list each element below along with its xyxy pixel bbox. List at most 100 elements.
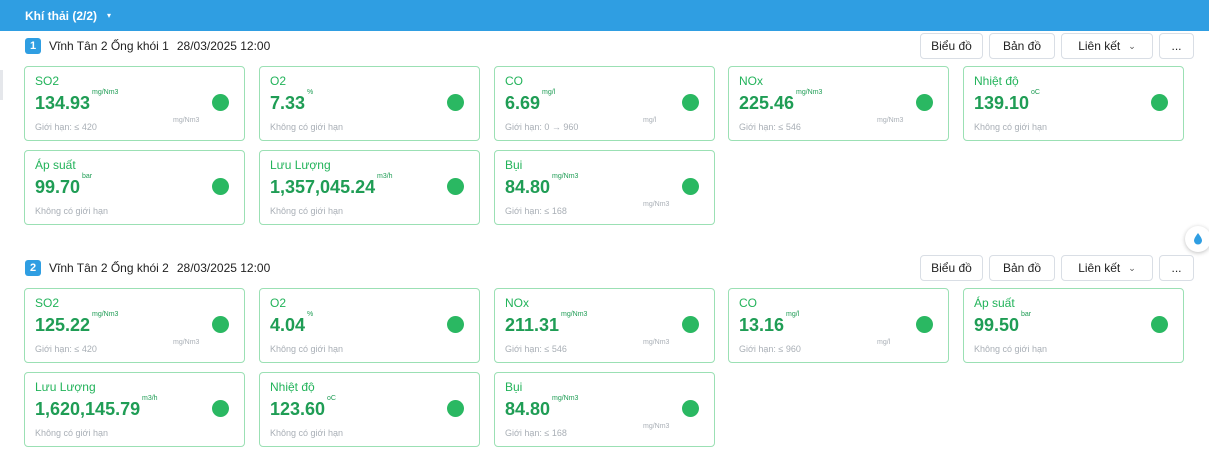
metric-unit: mg/l [542,89,556,96]
panel-header[interactable]: Khí thải (2/2) ▾ [0,0,1209,31]
metric-limit: Giới hạn: ≤ 168 [505,206,567,216]
station-header: 1 Vĩnh Tân 2 Ống khói 1 28/03/2025 12:00 [25,33,270,59]
metric-unit: m3/h [142,395,158,402]
metric-value: 1,620,145.79 [35,399,141,419]
metric-unit: mg/Nm3 [92,89,119,96]
status-dot-icon [212,316,229,333]
metric-value: 84.80 [505,177,551,197]
station-name: Vĩnh Tân 2 Ống khói 1 [49,39,169,53]
metric-name: CO [505,74,523,88]
status-dot-icon [682,316,699,333]
metric-value: 225.46 [739,93,795,113]
metric-value: 4.04 [270,315,306,335]
metric-limit: Không có giới hạn [35,206,108,216]
metric-unit: oC [327,395,336,402]
metric-name: Bụi [505,158,523,172]
caret-down-icon[interactable]: ▾ [107,11,112,20]
status-dot-icon [212,178,229,195]
station-header: 2 Vĩnh Tân 2 Ống khói 2 28/03/2025 12:00 [25,255,270,281]
station-section-1: 1 Vĩnh Tân 2 Ống khói 1 28/03/2025 12:00… [0,33,1209,228]
metric-name: Nhiệt độ [974,74,1019,88]
metric-name: Bụi [505,380,523,394]
scroll-marker [0,70,3,100]
link-dropdown[interactable]: Liên kết ⌄ [1061,33,1153,59]
metric-limit: Giới hạn: 0 → 960 [505,122,579,132]
status-dot-icon [682,94,699,111]
metric-value: 211.31 [505,315,560,335]
link-dropdown[interactable]: Liên kết ⌄ [1061,255,1153,281]
metric-card[interactable]: Nhiệt độ 139.10 oC Không có giới hạn [963,66,1184,141]
metric-card[interactable]: O2 4.04% Không có giới hạn [259,288,480,363]
metric-unit: mg/Nm3 [92,311,119,318]
metric-card[interactable]: NOx 225.46 mg/Nm3 Giới hạn: ≤ 546 mg/Nm3 [728,66,949,141]
metric-value: 123.60 [270,399,326,419]
metric-limit: Giới hạn: ≤ 546 [505,344,567,354]
metric-value: 6.69 [505,93,541,113]
limit-unit: mg/Nm3 [643,339,670,346]
more-button[interactable]: ... [1159,33,1194,59]
metric-unit: % [307,311,314,318]
metric-name: CO [739,296,757,310]
metric-name: SO2 [35,74,60,88]
status-dot-icon [447,316,464,333]
water-drop-icon [1194,233,1202,245]
panel-title[interactable]: Khí thải (2/2) [25,8,98,23]
metric-card[interactable]: SO2 125.22 mg/Nm3 Giới hạn: ≤ 420 mg/Nm3 [24,288,245,363]
metric-limit: Không có giới hạn [270,122,343,132]
metric-limit: Không có giới hạn [35,428,108,438]
metric-value: 99.50 [974,315,1020,335]
status-dot-icon [682,400,699,417]
metric-name: Lưu Lượng [35,380,96,394]
metric-value: 13.16 [739,315,785,335]
metric-card[interactable]: Nhiệt độ 123.60 oC Không có giới hạn [259,372,480,447]
chart-button[interactable]: Biểu đồ [920,33,983,59]
metric-card[interactable]: Áp suất 99.70 bar Không có giới hạn [24,150,245,225]
chart-button[interactable]: Biểu đồ [920,255,983,281]
station-actions: Biểu đồ Bản đồ Liên kết ⌄ ... [920,33,1194,59]
metric-limit: Giới hạn: ≤ 168 [505,428,567,438]
more-button[interactable]: ... [1159,255,1194,281]
metric-name: NOx [505,296,529,310]
metric-limit: Không có giới hạn [974,344,1047,354]
status-dot-icon [447,178,464,195]
status-dot-icon [1151,94,1168,111]
metric-value: 134.93 [35,93,91,113]
map-button[interactable]: Bản đồ [989,255,1055,281]
link-label: Liên kết [1078,39,1121,53]
metric-card[interactable]: Bụi 84.80 mg/Nm3 Giới hạn: ≤ 168 mg/Nm3 [494,150,715,225]
limit-unit: mg/Nm3 [877,117,904,124]
metric-card[interactable]: Lưu Lượng 1,620,145.79 m3/h Không có giới h… [24,372,245,447]
status-dot-icon [447,94,464,111]
metric-limit: Giới hạn: ≤ 420 [35,122,97,132]
metric-name: Lưu Lượng [270,158,331,172]
metric-value: 99.70 [35,177,81,197]
station-datetime: 28/03/2025 12:00 [176,261,271,275]
metric-card[interactable]: CO 13.16 mg/l Giới hạn: ≤ 960 mg/l [728,288,949,363]
metric-name: Áp suất [35,158,76,172]
metric-card[interactable]: Bụi 84.80 mg/Nm3 Giới hạn: ≤ 168 mg/Nm3 [494,372,715,447]
metric-unit: mg/Nm3 [561,311,588,318]
metric-unit: bar [1021,311,1032,318]
station-index-badge: 2 [25,260,41,276]
status-dot-icon [916,316,933,333]
map-button[interactable]: Bản đồ [989,33,1055,59]
metric-card[interactable]: NOx 211.31 mg/Nm3 Giới hạn: ≤ 546 mg/Nm3 [494,288,715,363]
metric-name: O2 [270,74,287,88]
metric-card[interactable]: SO2 134.93 mg/Nm3 Giới hạn: ≤ 420 mg/Nm3 [24,66,245,141]
status-dot-icon [1151,316,1168,333]
metric-card[interactable]: Lưu Lượng 1,357,045.24 m3/h Không có giới h… [259,150,480,225]
metric-limit: Giới hạn: ≤ 420 [35,344,97,354]
metric-card[interactable]: CO 6.69 mg/l Giới hạn: 0 → 960 mg/l [494,66,715,141]
status-dot-icon [916,94,933,111]
metric-name: Áp suất [974,296,1015,310]
floating-water-button[interactable] [1185,226,1209,252]
metric-limit: Giới hạn: ≤ 546 [739,122,801,132]
metric-card[interactable]: Áp suất 99.50 bar Không có giới hạn [963,288,1184,363]
status-dot-icon [682,178,699,195]
metric-name: SO2 [35,296,60,310]
metric-card[interactable]: O2 7.33% Không có giới hạn [259,66,480,141]
metric-limit: Không có giới hạn [270,206,343,216]
metric-name: NOx [739,74,763,88]
metric-value: 1,357,045.24 [270,177,376,197]
metric-unit: mg/Nm3 [552,395,579,402]
